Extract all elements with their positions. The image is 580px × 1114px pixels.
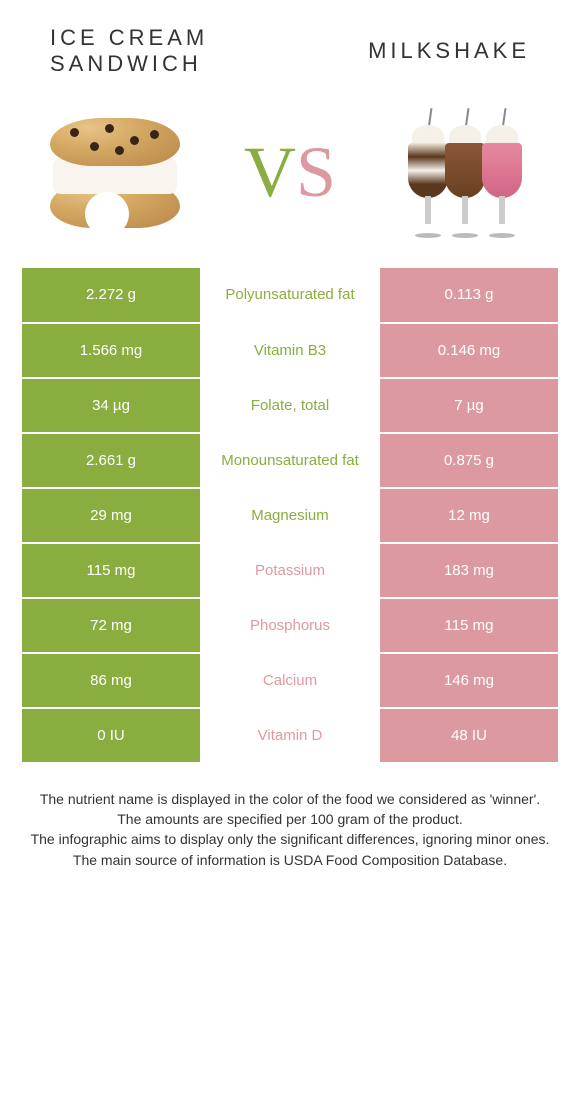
footer-line1: The nutrient name is displayed in the co… bbox=[22, 789, 558, 809]
left-value: 0 IU bbox=[22, 708, 200, 763]
comparison-table: 2.272 gPolyunsaturated fat0.113 g1.566 m… bbox=[22, 268, 558, 764]
nutrient-label: Polyunsaturated fat bbox=[200, 268, 380, 323]
milkshake-image bbox=[385, 103, 545, 243]
left-title: Ice Cream Sandwich bbox=[50, 25, 208, 78]
table-row: 72 mgPhosphorus115 mg bbox=[22, 598, 558, 653]
nutrient-label: Potassium bbox=[200, 543, 380, 598]
right-value: 48 IU bbox=[380, 708, 558, 763]
left-title-line1: Ice Cream bbox=[50, 25, 208, 50]
right-value: 0.146 mg bbox=[380, 323, 558, 378]
table-row: 2.661 gMonounsaturated fat0.875 g bbox=[22, 433, 558, 488]
vs-s: S bbox=[296, 131, 336, 214]
footer-line3: The infographic aims to display only the… bbox=[22, 829, 558, 849]
table-row: 2.272 gPolyunsaturated fat0.113 g bbox=[22, 268, 558, 323]
right-value: 183 mg bbox=[380, 543, 558, 598]
nutrient-label: Vitamin B3 bbox=[200, 323, 380, 378]
nutrient-label: Monounsaturated fat bbox=[200, 433, 380, 488]
nutrient-label: Magnesium bbox=[200, 488, 380, 543]
right-value: 0.113 g bbox=[380, 268, 558, 323]
footer-notes: The nutrient name is displayed in the co… bbox=[22, 789, 558, 870]
footer-line2: The amounts are specified per 100 gram o… bbox=[22, 809, 558, 829]
left-value: 86 mg bbox=[22, 653, 200, 708]
right-value: 12 mg bbox=[380, 488, 558, 543]
table-row: 86 mgCalcium146 mg bbox=[22, 653, 558, 708]
table-row: 29 mgMagnesium12 mg bbox=[22, 488, 558, 543]
left-value: 2.661 g bbox=[22, 433, 200, 488]
left-title-line2: Sandwich bbox=[50, 51, 202, 76]
vs-row: VS bbox=[0, 88, 580, 268]
left-value: 1.566 mg bbox=[22, 323, 200, 378]
left-value: 115 mg bbox=[22, 543, 200, 598]
footer-line4: The main source of information is USDA F… bbox=[22, 850, 558, 870]
nutrient-label: Vitamin D bbox=[200, 708, 380, 763]
right-title: Milkshake bbox=[368, 38, 530, 64]
table-row: 1.566 mgVitamin B30.146 mg bbox=[22, 323, 558, 378]
right-value: 115 mg bbox=[380, 598, 558, 653]
ice-cream-sandwich-image bbox=[35, 103, 195, 243]
right-value: 7 µg bbox=[380, 378, 558, 433]
table-row: 0 IUVitamin D48 IU bbox=[22, 708, 558, 763]
left-value: 29 mg bbox=[22, 488, 200, 543]
nutrient-label: Phosphorus bbox=[200, 598, 380, 653]
vs-v: V bbox=[244, 131, 296, 214]
table-row: 34 µgFolate, total7 µg bbox=[22, 378, 558, 433]
right-value: 0.875 g bbox=[380, 433, 558, 488]
left-value: 34 µg bbox=[22, 378, 200, 433]
table-row: 115 mgPotassium183 mg bbox=[22, 543, 558, 598]
nutrient-label: Calcium bbox=[200, 653, 380, 708]
vs-label: VS bbox=[244, 131, 336, 214]
left-value: 72 mg bbox=[22, 598, 200, 653]
right-value: 146 mg bbox=[380, 653, 558, 708]
left-value: 2.272 g bbox=[22, 268, 200, 323]
header: Ice Cream Sandwich Milkshake bbox=[0, 0, 580, 88]
nutrient-label: Folate, total bbox=[200, 378, 380, 433]
